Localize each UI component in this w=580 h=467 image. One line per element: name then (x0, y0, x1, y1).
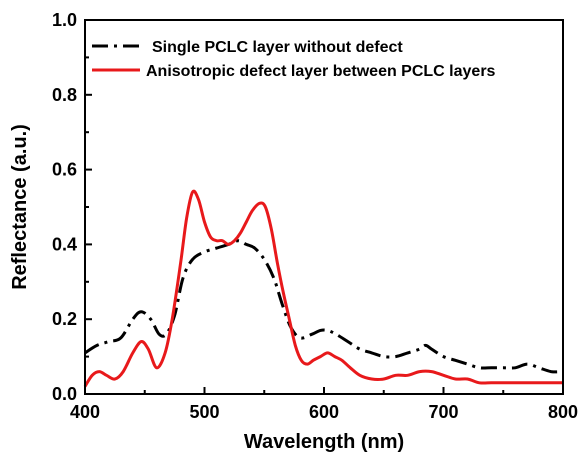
x-tick-label: 700 (428, 402, 458, 422)
x-tick-label: 400 (70, 402, 100, 422)
legend: Single PCLC layer without defect Anisotro… (92, 39, 496, 80)
y-tick-label: 0.0 (52, 384, 77, 404)
series-layer (83, 189, 564, 388)
x-tick-label: 600 (309, 402, 339, 422)
tick-layer: 400 500 600 700 800 0.0 0.2 0.4 0.6 0.8 1.0 (52, 10, 578, 422)
x-tick-label: 500 (189, 402, 219, 422)
legend-label-1: Single PCLC layer without defect (152, 39, 403, 56)
legend-label-2: Anisotropic defect layer between PCLC la… (146, 63, 496, 80)
y-tick-label: 0.2 (52, 309, 77, 329)
y-axis-title: Reflectance (a.u.) (9, 124, 31, 290)
y-tick-label: 0.6 (52, 160, 77, 180)
x-axis-title: Wavelength (nm) (244, 431, 404, 453)
series-line-2 (83, 189, 563, 388)
y-tick-label: 0.8 (52, 85, 77, 105)
series-line-1 (84, 239, 564, 374)
y-tick-label: 1.0 (52, 10, 77, 30)
y-tick-label: 0.4 (52, 234, 77, 254)
x-tick-label: 800 (548, 402, 578, 422)
